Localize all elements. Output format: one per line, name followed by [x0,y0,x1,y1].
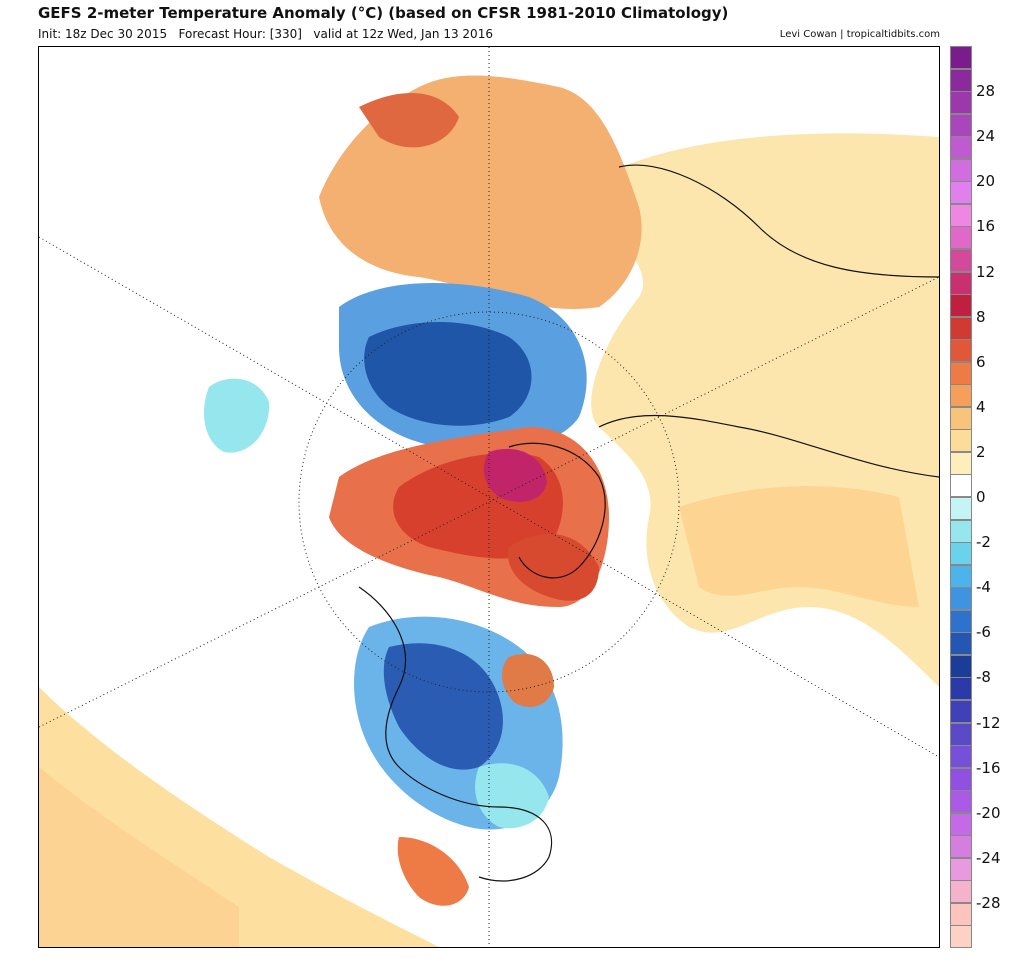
colorbar-tick-label: 12 [976,262,996,281]
colorbar-tick-label: -20 [976,803,1001,822]
colorbar-segment [950,835,972,859]
colorbar-segment [950,880,972,904]
credit-text: Levi Cowan | tropicaltidbits.com [779,29,940,40]
colorbar-segment [950,339,972,363]
colorbar-segment [950,429,972,453]
colorbar-segment [950,46,972,70]
colorbar-segment [950,136,972,160]
colorbar-segment [950,68,972,92]
anomaly-warm-pacific-core [39,767,239,947]
colorbar-segment [950,294,972,318]
colorbar-tick-label: 24 [976,127,996,146]
colorbar-segment [950,181,972,205]
forecast-hour: Forecast Hour: [330] [178,27,302,41]
colorbar-segment [950,812,972,836]
colorbar-segment [950,497,972,521]
colorbar-segment [950,474,972,498]
anomaly-cold-pacific [204,378,270,453]
colorbar-segment [950,271,972,295]
colorbar-segment [950,857,972,881]
colorbar-segment [950,113,972,137]
colorbar-tick-label: -4 [976,578,991,597]
coastline-eurasia [598,414,939,478]
colorbar-segment [950,745,972,769]
colorbar-tick-label: 2 [976,442,986,461]
colorbar-segment [950,519,972,543]
colorbar-segment [950,361,972,385]
colorbar-segment [950,564,972,588]
colorbar-segment [950,91,972,115]
colorbar-segment [950,609,972,633]
anomaly-warm-mexico [397,837,469,906]
colorbar-segment [950,722,972,746]
colorbar-segment [950,158,972,182]
colorbar-segment [950,384,972,408]
colorbar-segment [950,790,972,814]
colorbar-segment [950,203,972,227]
coastline-asia [618,164,939,278]
run-info: Init: 18z Dec 30 2015 Forecast Hour: [33… [38,27,493,41]
colorbar-tick-label: 28 [976,82,996,101]
colorbar-tick-label: 0 [976,488,986,506]
colorbar-segment [950,925,972,949]
colorbar-tick-label: -6 [976,623,991,642]
colorbar-tick-label: 8 [976,307,986,326]
anomaly-warm-greenland [508,533,599,601]
colorbar-tick-label: -28 [976,893,1001,912]
anomaly-cold-north-america [383,643,503,770]
map-canvas [39,47,939,947]
colorbar-segment [950,632,972,656]
colorbar-segment [950,587,972,611]
anomaly-cold-siberia-core [364,322,532,426]
colorbar-tick-label: -8 [976,668,991,687]
colorbar-tick-label: 20 [976,172,996,191]
colorbar-segment [950,677,972,701]
colorbar-tick-label: 6 [976,352,986,371]
colorbar-segment [950,406,972,430]
coastline-north-america [358,586,553,882]
colorbar-segment [950,451,972,475]
anomaly-map[interactable] [38,46,940,948]
anomaly-warm-africa [679,486,919,607]
colorbar-segment [950,542,972,566]
colorbar-segment [950,767,972,791]
colorbar-tick-label: -24 [976,848,1001,867]
colorbar-segment [950,316,972,340]
latitude-circle [298,311,680,693]
coastline-greenland [508,442,606,579]
valid-time: valid at 12z Wed, Jan 13 2016 [313,27,493,41]
colorbar [950,46,972,949]
init-time: Init: 18z Dec 30 2015 [38,27,168,41]
anomaly-warm-ellesmere-peak [483,448,547,502]
colorbar-tick-label: -16 [976,758,1001,777]
anomaly-warm-scandinavia [359,93,459,148]
anomaly-warm-hudson [502,653,554,707]
colorbar-tick-label: -2 [976,533,991,552]
colorbar-segment [950,699,972,723]
map-title: GEFS 2-meter Temperature Anomaly (°C) (b… [38,4,729,22]
colorbar-segment [950,226,972,250]
colorbar-tick-label: -12 [976,713,1001,732]
colorbar-tick-label: 4 [976,397,986,416]
colorbar-segment [950,248,972,272]
colorbar-segment [950,654,972,678]
colorbar-tick-label: 16 [976,217,996,236]
colorbar-segment [950,902,972,926]
